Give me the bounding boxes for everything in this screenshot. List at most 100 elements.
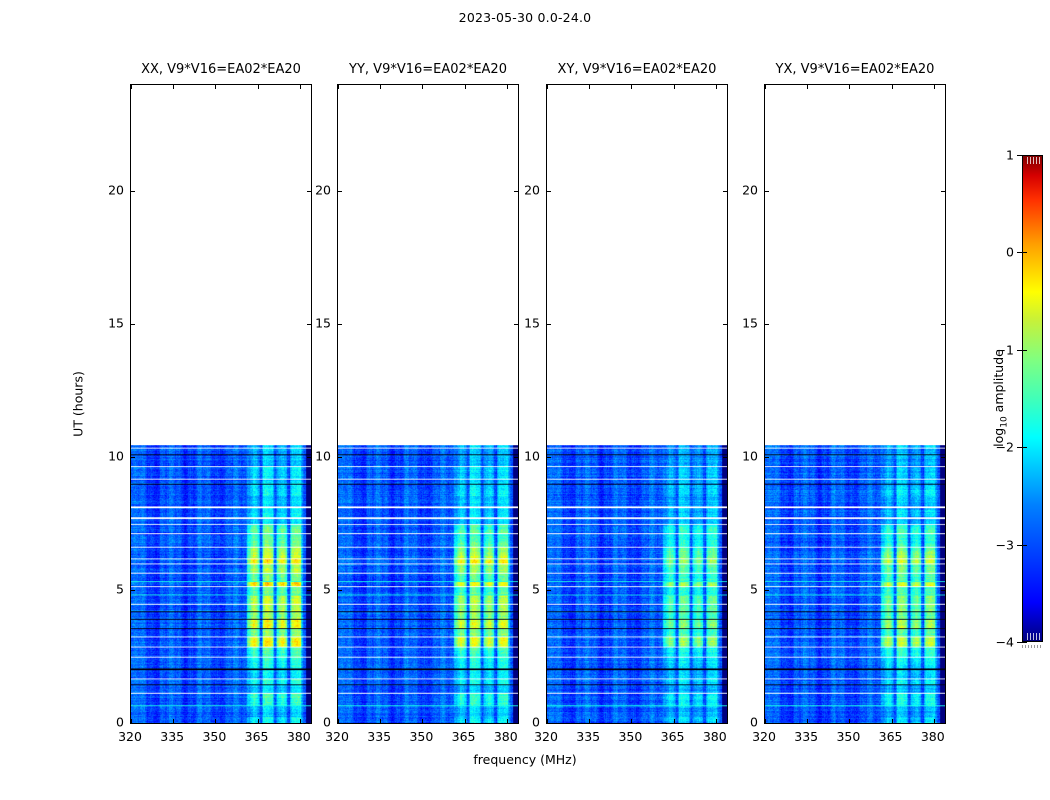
xtick-label: 335	[367, 729, 392, 744]
xtick-label: 335	[576, 729, 601, 744]
ytick	[131, 191, 135, 193]
xtick-label: 380	[493, 729, 518, 744]
panel-xx-axes[interactable]	[130, 84, 312, 724]
ytick-label: 15	[108, 315, 124, 331]
colorbar-tick-inner	[1022, 252, 1027, 254]
panel-xy[interactable]: XY, V9*V16=EA02*EA20 320 335 350 365 380 0 5 10 1…	[524, 62, 728, 744]
ytick-label: 0	[116, 714, 124, 730]
ytick-label: 5	[532, 581, 540, 597]
xtick-label: 365	[878, 729, 903, 744]
colorbar-tick	[1017, 544, 1022, 546]
ytick-right	[941, 590, 945, 592]
xtick-label: 350	[618, 729, 643, 744]
panel-xx-heatmap	[131, 85, 311, 723]
colorbar-tick-inner	[1022, 155, 1027, 156]
xtick-top	[547, 85, 548, 89]
xaxis-title: frequency (MHz)	[473, 752, 577, 767]
panel-yx-heatmap	[765, 85, 945, 723]
ytick	[765, 723, 769, 724]
xtick-top	[891, 85, 893, 89]
xtick	[338, 719, 339, 723]
ytick-right	[514, 723, 518, 724]
ytick	[547, 590, 551, 592]
panel-yy-title: YY, V9*V16=EA02*EA20	[349, 62, 507, 77]
ytick-right	[307, 590, 311, 592]
xtick	[464, 719, 466, 723]
xtick-top	[765, 85, 766, 89]
panel-yx[interactable]: YX, V9*V16=EA02*EA20 320 335 350 365 380 0 5 10 1…	[742, 62, 946, 744]
ytick-label: 15	[524, 315, 540, 331]
ytick	[338, 457, 342, 459]
ytick-label: 20	[524, 182, 540, 198]
ytick	[338, 723, 342, 724]
xtick-label: 335	[794, 729, 819, 744]
panel-xy-axes[interactable]	[546, 84, 728, 724]
ytick-label: 20	[742, 182, 758, 198]
xtick	[631, 719, 633, 723]
xtick	[131, 719, 132, 723]
ytick-label: 15	[742, 315, 758, 331]
xtick	[380, 719, 382, 723]
xtick-label: 335	[160, 729, 185, 744]
xtick-label: 320	[118, 729, 142, 744]
xtick-label: 380	[702, 729, 727, 744]
colorbar-tick	[1017, 642, 1022, 643]
xtick-label: 350	[202, 729, 227, 744]
ytick-label: 10	[315, 448, 331, 464]
xtick	[215, 719, 217, 723]
panel-yy[interactable]: YY, V9*V16=EA02*EA20 320 335 350 365 380 0 5 10 1…	[315, 62, 519, 744]
colorbar-tick-label: 1	[1006, 147, 1014, 163]
colorbar-gradient	[1022, 155, 1043, 642]
colorbar-tick-label: −1	[995, 342, 1014, 358]
ytick-right	[941, 723, 945, 724]
ytick-right	[514, 191, 518, 193]
ytick-right	[307, 723, 311, 724]
ytick-label: 20	[108, 182, 124, 198]
ytick-label: 15	[315, 315, 331, 331]
panel-yy-axes[interactable]	[337, 84, 519, 724]
colorbar-tick-label: −2	[995, 439, 1014, 455]
ytick	[547, 723, 551, 724]
ytick	[547, 457, 551, 459]
xtick-top	[631, 85, 633, 89]
ytick	[131, 457, 135, 459]
ytick-right	[941, 324, 945, 326]
xtick	[422, 719, 424, 723]
ytick-label: 0	[323, 714, 331, 730]
colorbar-title: log10 amplitude	[990, 349, 1010, 447]
colorbar-tick-inner	[1022, 349, 1027, 351]
ytick-right	[723, 191, 727, 193]
panel-xx[interactable]: XX, V9*V16=EA02*EA20 320 335 350 365 380 0 5 10 1…	[108, 62, 312, 744]
xtick-top	[589, 85, 591, 89]
ytick-label: 10	[742, 448, 758, 464]
colorbar-tick	[1017, 252, 1022, 254]
xtick-label: 320	[534, 729, 558, 744]
xtick-top	[338, 85, 339, 89]
panel-yx-title: YX, V9*V16=EA02*EA20	[775, 62, 935, 77]
xtick-top	[380, 85, 382, 89]
panel-xy-heatmap	[547, 85, 727, 723]
xtick	[673, 719, 675, 723]
xtick-top	[173, 85, 175, 89]
ytick	[131, 324, 135, 326]
ytick-right	[514, 590, 518, 592]
panel-yx-axes[interactable]	[764, 84, 946, 724]
ytick	[131, 723, 135, 724]
colorbar-tick-label: 0	[1006, 244, 1014, 260]
panel-yy-heatmap	[338, 85, 518, 723]
ytick	[547, 324, 551, 326]
ytick-label: 5	[323, 581, 331, 597]
ytick-label: 0	[750, 714, 758, 730]
ytick-right	[941, 457, 945, 459]
colorbar-top-minor-ticks	[1024, 157, 1043, 164]
ytick-label: 10	[108, 448, 124, 464]
xtick-top	[715, 85, 717, 89]
ytick-label: 5	[750, 581, 758, 597]
ytick	[338, 590, 342, 592]
ytick-right	[723, 590, 727, 592]
ytick	[765, 590, 769, 592]
ytick-right	[723, 723, 727, 724]
xtick-label: 320	[325, 729, 349, 744]
xtick-top	[422, 85, 424, 89]
